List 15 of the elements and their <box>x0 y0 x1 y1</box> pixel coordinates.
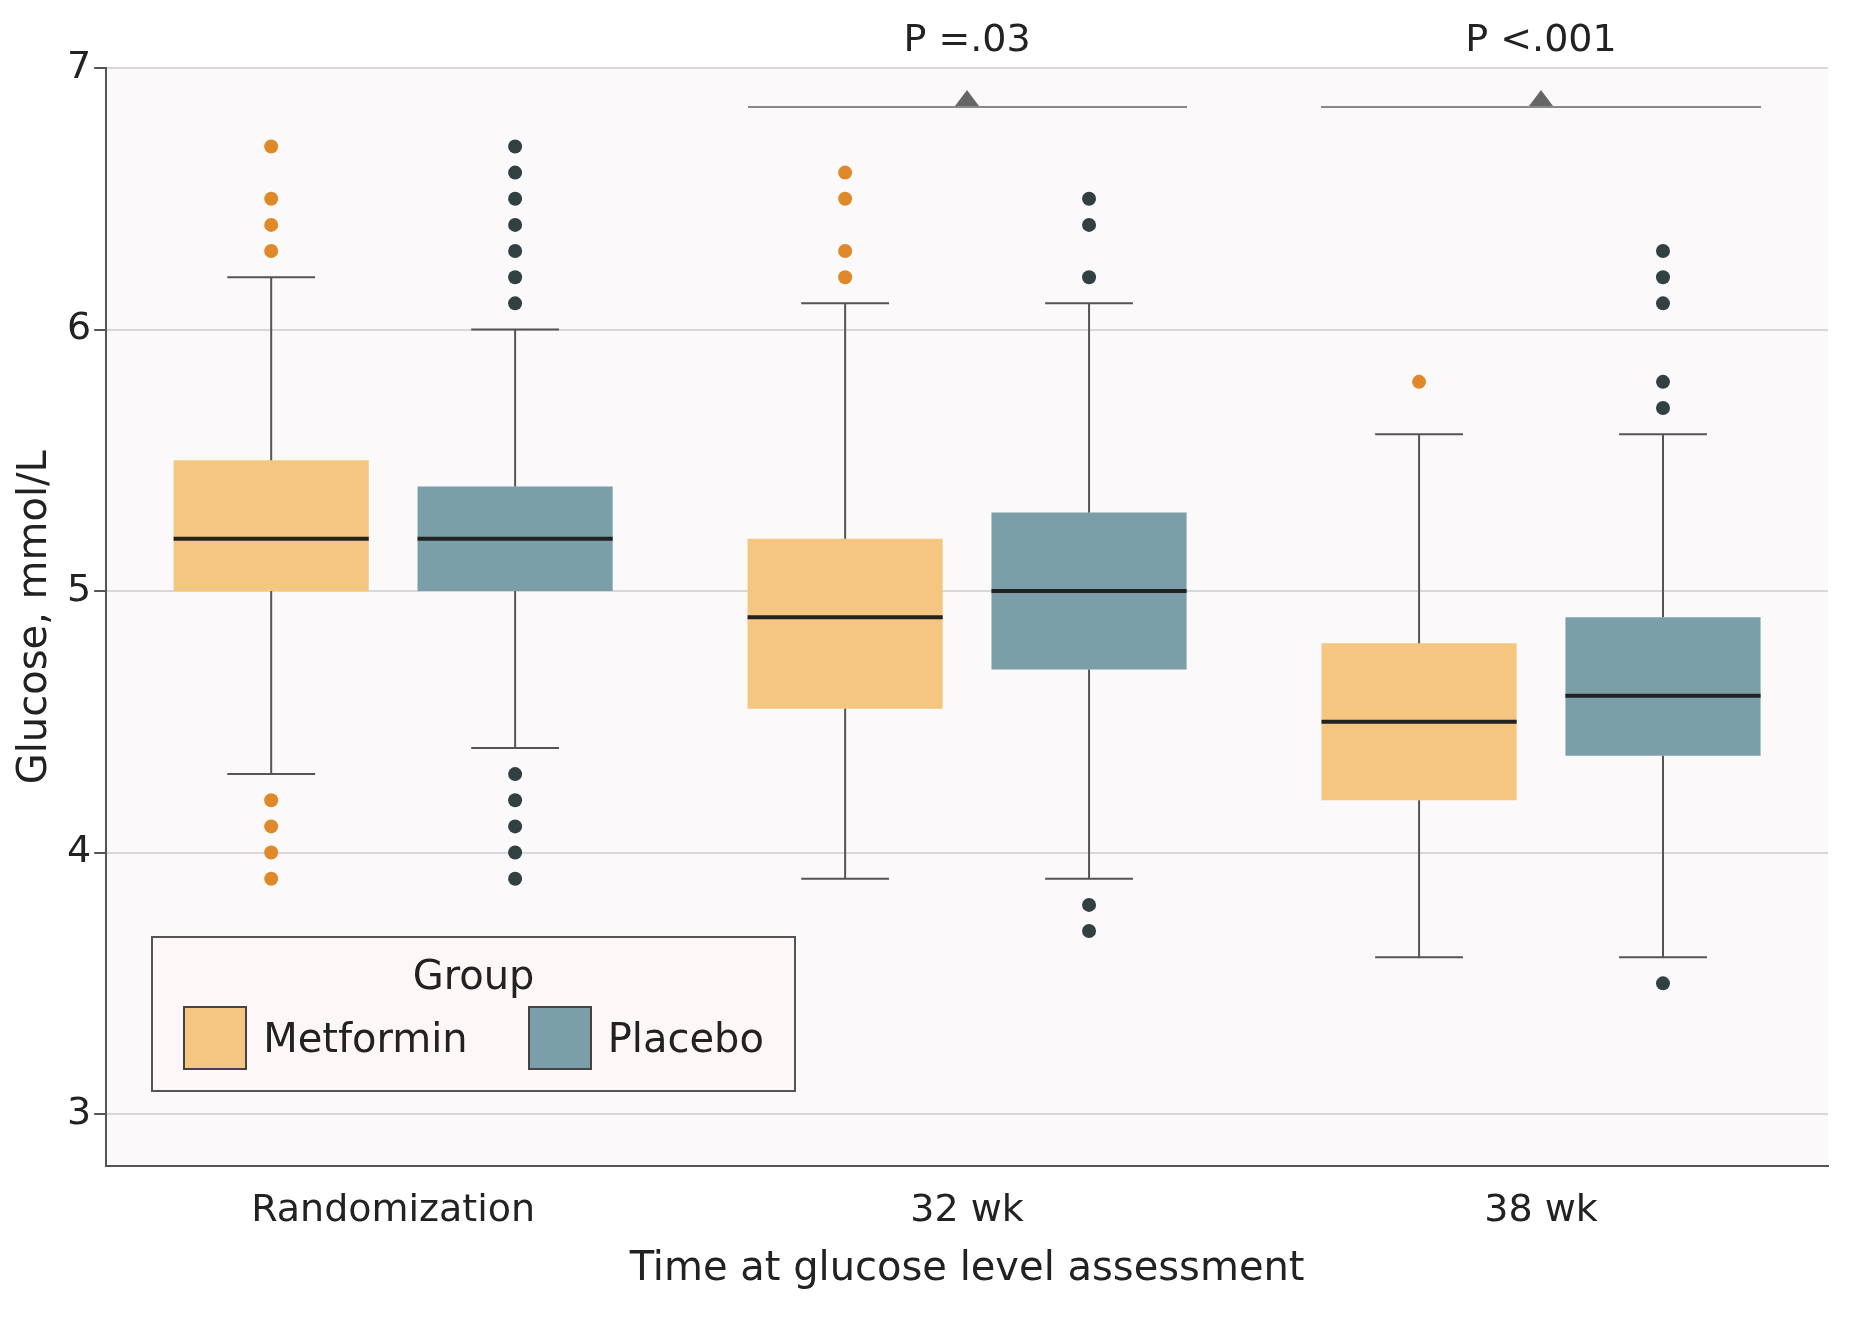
x-tick-label: Randomization <box>251 1186 536 1231</box>
legend-label: Metformin <box>263 1015 468 1062</box>
x-tick-label: 38 wk <box>1484 1186 1598 1231</box>
y-tick-label: 4 <box>66 827 92 872</box>
y-tick-label: 7 <box>66 42 92 87</box>
legend-title: Group <box>411 952 536 999</box>
text: P =.03 <box>902 16 1032 60</box>
legend-label: Placebo <box>607 1015 764 1062</box>
y-tick-label: 5 <box>66 565 92 610</box>
y-axis-title: Glucose, mmol/L <box>9 449 56 785</box>
y-tick-label: 3 <box>66 1088 92 1133</box>
y-tick-label: 6 <box>66 304 92 349</box>
x-axis-title: Time at glucose level assessment <box>628 1243 1305 1290</box>
text: P <.001 <box>1464 16 1618 60</box>
x-tick-label: 32 wk <box>910 1186 1024 1231</box>
